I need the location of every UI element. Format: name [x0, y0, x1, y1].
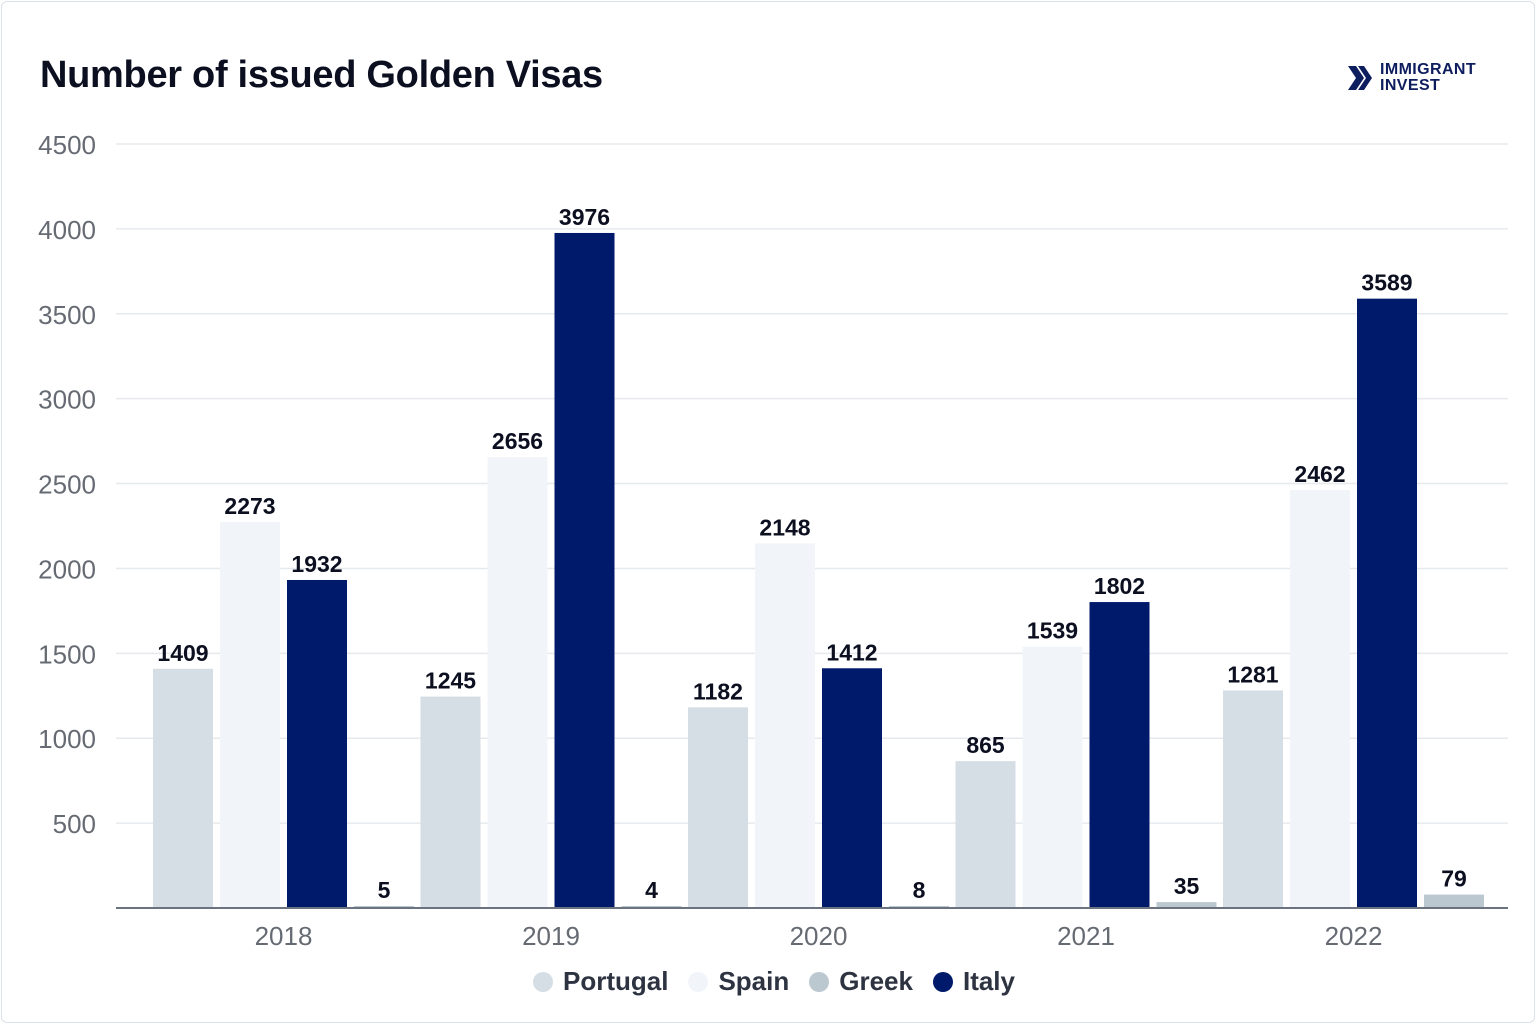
y-tick-label: 4500: [38, 130, 96, 160]
x-tick-label: 2020: [790, 921, 848, 951]
y-tick-label: 2000: [38, 554, 96, 584]
data-label: 3589: [1361, 270, 1412, 296]
y-tick-label: 1000: [38, 724, 96, 754]
x-tick-label: 2019: [522, 921, 580, 951]
data-label: 5: [378, 877, 391, 903]
data-label: 3976: [559, 204, 610, 230]
legend-item-greek: Greek: [809, 966, 913, 997]
data-label: 1412: [826, 639, 877, 665]
data-label: 35: [1174, 873, 1200, 899]
legend-label: Portugal: [562, 966, 669, 996]
bar-greek-2022: [1424, 894, 1484, 908]
bar-spain-2018: [220, 522, 280, 908]
chart-legend: Portugal Spain Greek Italy: [0, 966, 1536, 997]
legend-swatch: [809, 971, 830, 992]
data-label: 1245: [425, 668, 476, 694]
x-tick-label: 2021: [1057, 921, 1115, 951]
y-tick-label: 3500: [38, 300, 96, 330]
bar-spain-2020: [755, 543, 815, 908]
data-label: 1281: [1227, 662, 1278, 688]
bar-italy-2018: [287, 579, 347, 908]
legend-swatch: [932, 971, 953, 992]
brand-logo: IMMIGRANT INVEST: [1346, 62, 1516, 98]
y-tick-label: 2500: [38, 470, 96, 500]
bar-portugal-2021: [955, 761, 1016, 908]
data-label: 1802: [1094, 573, 1145, 599]
data-label: 2462: [1294, 461, 1345, 487]
y-tick-label: 4000: [38, 215, 96, 245]
legend-item-spain: Spain: [688, 966, 789, 997]
x-tick-label: 2018: [255, 921, 313, 951]
y-tick-label: 3000: [38, 385, 96, 415]
legend-label: Spain: [718, 966, 790, 996]
data-label: 8: [913, 877, 926, 903]
legend-label: Greek: [839, 966, 913, 996]
data-label: 4: [645, 877, 658, 903]
bar-spain-2022: [1290, 490, 1350, 908]
bar-italy-2022: [1357, 298, 1417, 908]
data-label: 1409: [157, 640, 208, 666]
data-label: 1182: [693, 678, 743, 704]
data-label: 1932: [291, 551, 342, 577]
brand-chevron-icon: [1348, 66, 1372, 90]
bar-portugal-2020: [688, 707, 748, 908]
bar-portugal-2022: [1223, 690, 1283, 908]
legend-label: Italy: [962, 966, 1015, 996]
legend-swatch: [532, 971, 553, 992]
legend-item-portugal: Portugal: [532, 966, 669, 997]
data-label: 1539: [1027, 618, 1078, 644]
x-tick-label: 2022: [1325, 921, 1383, 951]
bar-portugal-2019: [420, 696, 481, 908]
bar-portugal-2018: [153, 668, 213, 908]
bar-spain-2019: [487, 457, 548, 908]
y-tick-label: 1500: [38, 639, 96, 669]
bar-spain-2021: [1022, 646, 1083, 908]
bar-italy-2019: [554, 232, 615, 908]
data-label: 79: [1441, 866, 1467, 892]
data-label: 2148: [759, 514, 810, 540]
legend-item-italy: Italy: [932, 966, 1015, 997]
bar-greek-2021: [1156, 902, 1217, 908]
bar-italy-2021: [1089, 602, 1150, 908]
chart-title: Number of issued Golden Visas: [40, 54, 603, 96]
data-label: 2656: [492, 428, 543, 454]
data-label: 2273: [224, 493, 275, 519]
legend-swatch: [688, 971, 709, 992]
brand-name-line1: IMMIGRANT: [1380, 61, 1477, 78]
brand-name-line2: INVEST: [1380, 77, 1441, 94]
data-label: 865: [966, 732, 1005, 758]
bar-italy-2020: [822, 668, 882, 908]
y-tick-label: 500: [53, 809, 96, 839]
